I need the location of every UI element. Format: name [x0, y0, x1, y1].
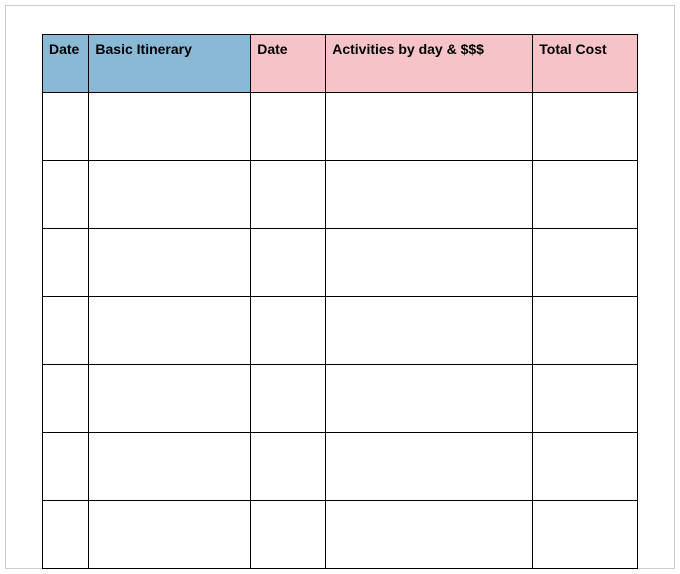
cell-itinerary [89, 501, 251, 569]
cell-date1 [43, 161, 89, 229]
cell-total [533, 161, 638, 229]
cell-date1 [43, 365, 89, 433]
table-row [43, 161, 638, 229]
table-row [43, 229, 638, 297]
cell-date1 [43, 433, 89, 501]
cell-activities [326, 433, 533, 501]
table-row [43, 433, 638, 501]
cell-itinerary [89, 229, 251, 297]
cell-itinerary [89, 433, 251, 501]
cell-itinerary [89, 365, 251, 433]
table-row [43, 365, 638, 433]
col-header-date2: Date [251, 35, 326, 93]
cell-itinerary [89, 297, 251, 365]
cell-total [533, 297, 638, 365]
cell-total [533, 433, 638, 501]
col-header-activities: Activities by day & $$$ [326, 35, 533, 93]
cell-activities [326, 161, 533, 229]
cell-activities [326, 501, 533, 569]
table-body [43, 93, 638, 569]
cell-total [533, 365, 638, 433]
cell-activities [326, 229, 533, 297]
cell-total [533, 501, 638, 569]
cell-date2 [251, 433, 326, 501]
table-row [43, 501, 638, 569]
cell-itinerary [89, 93, 251, 161]
cell-date1 [43, 501, 89, 569]
cell-activities [326, 365, 533, 433]
cell-activities [326, 297, 533, 365]
cell-date2 [251, 93, 326, 161]
col-header-total: Total Cost [533, 35, 638, 93]
cell-date1 [43, 297, 89, 365]
table-row [43, 93, 638, 161]
cell-date1 [43, 93, 89, 161]
cell-date2 [251, 365, 326, 433]
cell-total [533, 229, 638, 297]
cell-date2 [251, 229, 326, 297]
col-header-itinerary: Basic Itinerary [89, 35, 251, 93]
cell-total [533, 93, 638, 161]
table-header-row: Date Basic Itinerary Date Activities by … [43, 35, 638, 93]
cell-date1 [43, 229, 89, 297]
cell-date2 [251, 501, 326, 569]
cell-activities [326, 93, 533, 161]
document-frame: Date Basic Itinerary Date Activities by … [5, 5, 675, 569]
cell-date2 [251, 161, 326, 229]
col-header-date1: Date [43, 35, 89, 93]
itinerary-table: Date Basic Itinerary Date Activities by … [42, 34, 638, 569]
cell-itinerary [89, 161, 251, 229]
table-row [43, 297, 638, 365]
cell-date2 [251, 297, 326, 365]
